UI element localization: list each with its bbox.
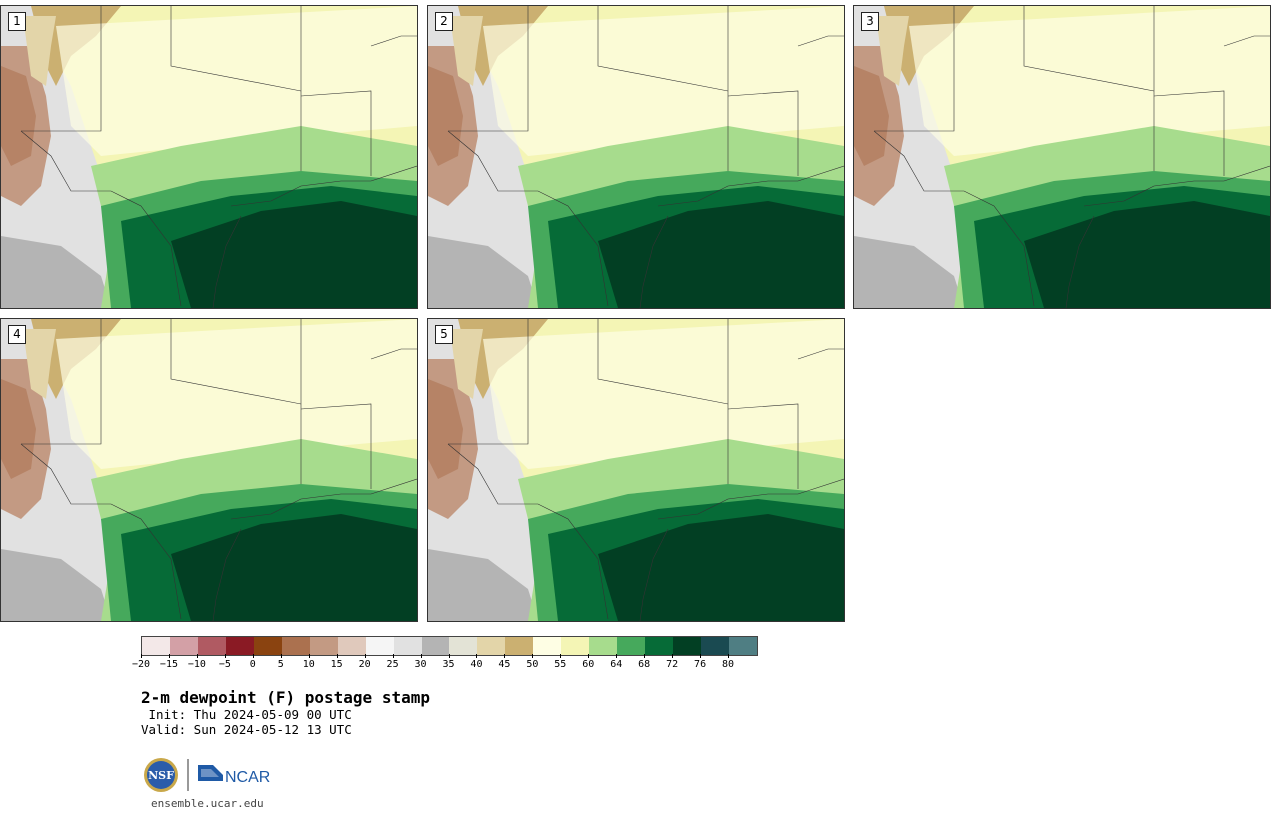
colorbar-tick [364, 654, 366, 658]
colorbar-tick-label: 68 [638, 659, 651, 670]
colorbar-tick-label: −5 [218, 659, 231, 670]
colorbar-tick-label: 76 [694, 659, 707, 670]
colorbar-swatch [309, 637, 338, 655]
colorbar-swatch [589, 637, 618, 655]
colorbar-tick [308, 654, 310, 658]
colorbar-swatch [477, 637, 506, 655]
colorbar-tick [700, 654, 702, 658]
map-panel-4: 4 [0, 318, 418, 622]
colorbar-tick-label: 5 [277, 659, 284, 670]
colorbar-tick-label: −15 [159, 659, 178, 670]
colorbar-tick-label: 20 [358, 659, 371, 670]
colorbar [141, 636, 758, 656]
colorbar-swatch [561, 637, 590, 655]
colorbar-tick [672, 654, 674, 658]
colorbar-tick-label: 35 [442, 659, 455, 670]
colorbar-tick-label: 45 [498, 659, 511, 670]
colorbar-swatch [337, 637, 366, 655]
panel-number-4: 4 [8, 325, 26, 344]
colorbar-tick-label: 55 [554, 659, 567, 670]
site-url: ensemble.ucar.edu [151, 797, 264, 810]
colorbar-swatch [729, 637, 757, 655]
colorbar-swatch [673, 637, 702, 655]
colorbar-tick [588, 654, 590, 658]
colorbar-tick-label: 30 [414, 659, 427, 670]
panel-number-5: 5 [435, 325, 453, 344]
colorbar-swatch [169, 637, 198, 655]
colorbar-tick [392, 654, 394, 658]
colorbar-swatch [393, 637, 422, 655]
colorbar-tick [476, 654, 478, 658]
map-panel-2: 2 [427, 5, 845, 309]
colorbar-swatch [253, 637, 282, 655]
colorbar-tick-label: 72 [666, 659, 679, 670]
nsf-logo-text: NSF [148, 769, 174, 782]
dewpoint-map-2 [428, 6, 844, 308]
panel-number-3: 3 [861, 12, 879, 31]
colorbar-tick-label: −10 [187, 659, 206, 670]
colorbar-tick [616, 654, 618, 658]
plot-title: 2-m dewpoint (F) postage stamp [141, 688, 430, 707]
colorbar-tick-label: −20 [131, 659, 151, 670]
colorbar-tick-label: 40 [470, 659, 483, 670]
colorbar-tick-label: 50 [526, 659, 539, 670]
map-panel-3: 3 [853, 5, 1271, 309]
colorbar-swatch [225, 637, 254, 655]
colorbar-tick [280, 654, 282, 658]
colorbar-tick [644, 654, 646, 658]
colorbar-tick [532, 654, 534, 658]
colorbar-swatch [533, 637, 562, 655]
colorbar-swatch [505, 637, 534, 655]
dewpoint-map-1 [1, 6, 417, 308]
colorbar-ticks: −20 −15 −10 −5 0 5 10 15 20 25 30 35 40 45 50 55 60 64 68 7… [132, 654, 756, 672]
ncar-logo: NCAR [198, 765, 270, 786]
colorbar-tick-label: 80 [722, 659, 735, 670]
dewpoint-map-5 [428, 319, 844, 621]
colorbar-swatch [197, 637, 226, 655]
colorbar-tick [252, 654, 254, 658]
colorbar-tick-label: 15 [330, 659, 343, 670]
colorbar-tick [420, 654, 422, 658]
colorbar-tick-label: 10 [302, 659, 315, 670]
colorbar-swatch [449, 637, 478, 655]
colorbar-swatch [365, 637, 394, 655]
dewpoint-map-3 [854, 6, 1270, 308]
colorbar-swatch [645, 637, 674, 655]
panel-number-1: 1 [8, 12, 26, 31]
colorbar-tick [141, 654, 142, 658]
valid-time: Valid: Sun 2024-05-12 13 UTC [141, 722, 352, 737]
nsf-logo: NSF [144, 758, 178, 792]
colorbar-tick [448, 654, 450, 658]
colorbar-tick-label: 25 [386, 659, 399, 670]
dewpoint-map-4 [1, 319, 417, 621]
colorbar-swatch [281, 637, 310, 655]
map-panel-5: 5 [427, 318, 845, 622]
colorbar-tick-label: 64 [610, 659, 623, 670]
colorbar-swatch [421, 637, 450, 655]
colorbar-tick [560, 654, 562, 658]
colorbar-swatch [701, 637, 730, 655]
colorbar-swatch [142, 637, 170, 655]
colorbar-tick [224, 654, 226, 658]
map-panel-1: 1 [0, 5, 418, 309]
colorbar-tick [504, 654, 506, 658]
colorbar-swatch [617, 637, 646, 655]
colorbar-tick-label: 60 [582, 659, 595, 670]
colorbar-tick-label: 0 [249, 659, 256, 670]
logo-group: NSF NCAR [143, 756, 283, 794]
colorbar-tick [196, 654, 198, 658]
colorbar-tick [168, 654, 170, 658]
colorbar-tick [336, 654, 338, 658]
colorbar-tick [728, 654, 730, 658]
panel-number-2: 2 [435, 12, 453, 31]
ncar-logo-text: NCAR [225, 769, 270, 786]
init-time: Init: Thu 2024-05-09 00 UTC [141, 707, 352, 722]
